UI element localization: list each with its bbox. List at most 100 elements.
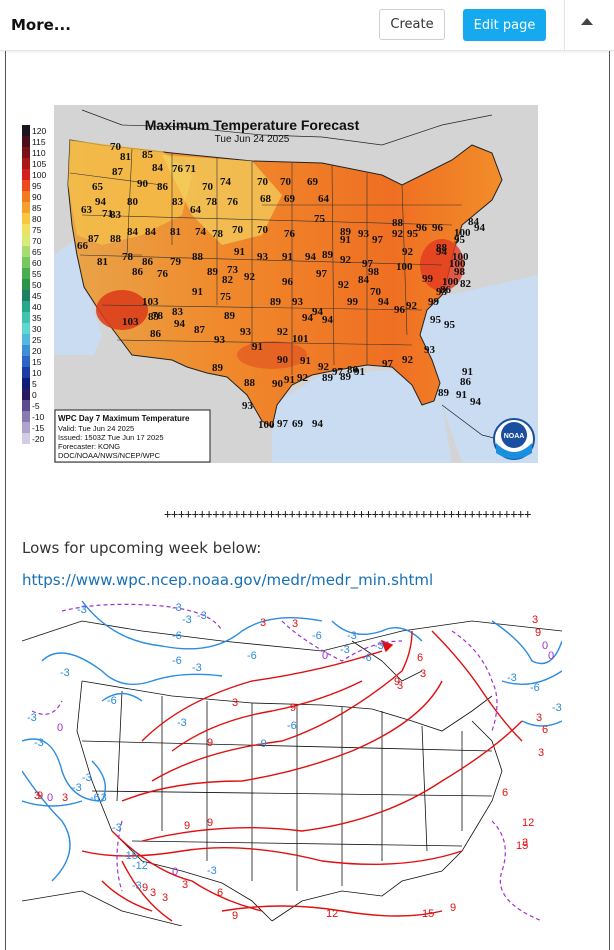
temperature-value: 84 <box>152 162 164 174</box>
temperature-value: 99 <box>428 296 440 308</box>
anomaly-label: 3 <box>150 887 156 899</box>
temperature-value: 93 <box>240 326 252 338</box>
temperature-value: 84 <box>358 274 370 286</box>
anomaly-label: 3 <box>62 792 68 804</box>
separator-line: ++++++++++++++++++++++++++++++++++++++++… <box>164 507 532 521</box>
temperature-value: 87 <box>112 166 124 178</box>
anomaly-label: 15 <box>422 908 434 920</box>
temperature-value: 70 <box>370 286 382 298</box>
legend-label: -5 <box>32 401 40 411</box>
temperature-value: 93 <box>214 334 226 346</box>
anomaly-label: 0 <box>172 866 178 878</box>
legend-label: 105 <box>32 159 46 169</box>
temperature-value: 71 <box>185 163 196 175</box>
temperature-value: 88 <box>392 217 404 229</box>
svg-text:Forecaster: KONG: Forecaster: KONG <box>58 442 120 451</box>
temperature-value: 75 <box>220 291 232 303</box>
anomaly-label: -3 <box>34 737 44 749</box>
temperature-value: 95 <box>407 228 419 240</box>
anomaly-label: 6 <box>217 887 223 899</box>
temperature-value: 91 <box>300 355 311 367</box>
anomaly-label: -12 <box>132 860 148 872</box>
temperature-value: 98 <box>454 266 466 278</box>
temperature-value: 70 <box>202 181 214 193</box>
anomaly-label: 12 <box>522 817 534 829</box>
temperature-value: 95 <box>444 319 456 331</box>
temperature-value: 95 <box>454 234 466 246</box>
temperature-value: 81 <box>170 226 181 238</box>
temperature-value: 100 <box>396 261 413 273</box>
temperature-value: 85 <box>142 149 154 161</box>
temperature-value: 83 <box>172 306 184 318</box>
temperature-value: 93 <box>292 296 304 308</box>
temperature-value: 100 <box>454 227 471 239</box>
create-button[interactable]: Create <box>379 9 445 40</box>
legend-label: 15 <box>32 357 42 367</box>
temperature-value: 92 <box>318 361 330 373</box>
anomaly-label: -3 <box>112 822 122 834</box>
temperature-value: 87 <box>194 324 206 336</box>
anomaly-label: -3 <box>27 712 37 724</box>
temperature-value: 89 <box>438 387 450 399</box>
temperature-value: 89 <box>322 372 334 384</box>
temperature-value: 88 <box>244 377 256 389</box>
temperature-value: 97 <box>372 234 384 246</box>
edit-page-button[interactable]: Edit page <box>463 9 546 41</box>
temperature-value: 93 <box>242 400 254 412</box>
legend-label: 30 <box>32 324 42 334</box>
anomaly-label: -3 <box>172 602 182 614</box>
temperature-value: 94 <box>174 318 186 330</box>
temperature-value: 89 <box>322 249 334 261</box>
temperature-value: 74 <box>195 226 207 238</box>
temperature-value: 82 <box>460 278 472 290</box>
temperature-value: 69 <box>292 418 304 430</box>
lows-link[interactable]: https://www.wpc.ncep.noaa.gov/medr/medr_… <box>22 571 434 589</box>
legend-label: 5 <box>32 379 37 389</box>
legend-label: 95 <box>32 181 42 191</box>
temperature-value: 88 <box>192 251 204 263</box>
anomaly-label: 3 <box>260 617 266 629</box>
temperature-value: 89 <box>207 266 219 278</box>
legend-label: 50 <box>32 280 42 290</box>
anomaly-label: -6 <box>90 792 100 804</box>
legend-label: 55 <box>32 269 42 279</box>
temperature-value: 80 <box>347 364 359 376</box>
anomaly-label: 12 <box>326 908 338 920</box>
noaa-logo: NOAA <box>493 418 535 460</box>
legend-label: 70 <box>32 236 42 246</box>
temperature-value: 94 <box>312 418 324 430</box>
temperature-value: 103 <box>142 296 159 308</box>
temperature-value: 86 <box>460 376 472 388</box>
anomaly-label: -3 <box>552 702 562 714</box>
temperature-value: 86 <box>157 181 169 193</box>
temperature-value: 78 <box>212 228 224 240</box>
legend-label: 85 <box>32 203 42 213</box>
temperature-value: 76 <box>157 268 169 280</box>
temperature-value: 97 <box>332 366 344 378</box>
temperature-value: 94 <box>312 306 324 318</box>
anomaly-label: -3 <box>77 604 87 616</box>
caret-up-icon[interactable] <box>581 18 593 25</box>
anomaly-label: -15 <box>122 850 138 862</box>
temperature-value: 84 <box>127 226 139 238</box>
temperature-value: 94 <box>436 246 448 258</box>
anomaly-label: 3 <box>420 668 426 680</box>
temperature-value: 92 <box>402 354 414 366</box>
temperature-value: 101 <box>292 333 309 345</box>
anomaly-label: 3 <box>397 680 403 692</box>
temperature-value: 90 <box>272 378 284 390</box>
map-borders <box>22 620 562 926</box>
toolbar-divider <box>564 0 565 50</box>
temperature-value: 93 <box>358 228 370 240</box>
temperature-value: 91 <box>192 286 203 298</box>
legend-label: 60 <box>32 258 42 268</box>
top-toolbar: More... Create Edit page <box>0 0 614 51</box>
map-title: Maximum Temperature Forecast <box>145 117 360 133</box>
temperature-value: 63 <box>81 204 93 216</box>
anomaly-label: 3 <box>538 747 544 759</box>
temperature-value: 70 <box>280 176 292 188</box>
temperature-value: 65 <box>92 181 104 193</box>
anomaly-label: 0 <box>322 650 328 662</box>
svg-text:Valid: Tue Jun 24 2025: Valid: Tue Jun 24 2025 <box>58 424 134 433</box>
more-menu[interactable]: More... <box>11 16 71 34</box>
